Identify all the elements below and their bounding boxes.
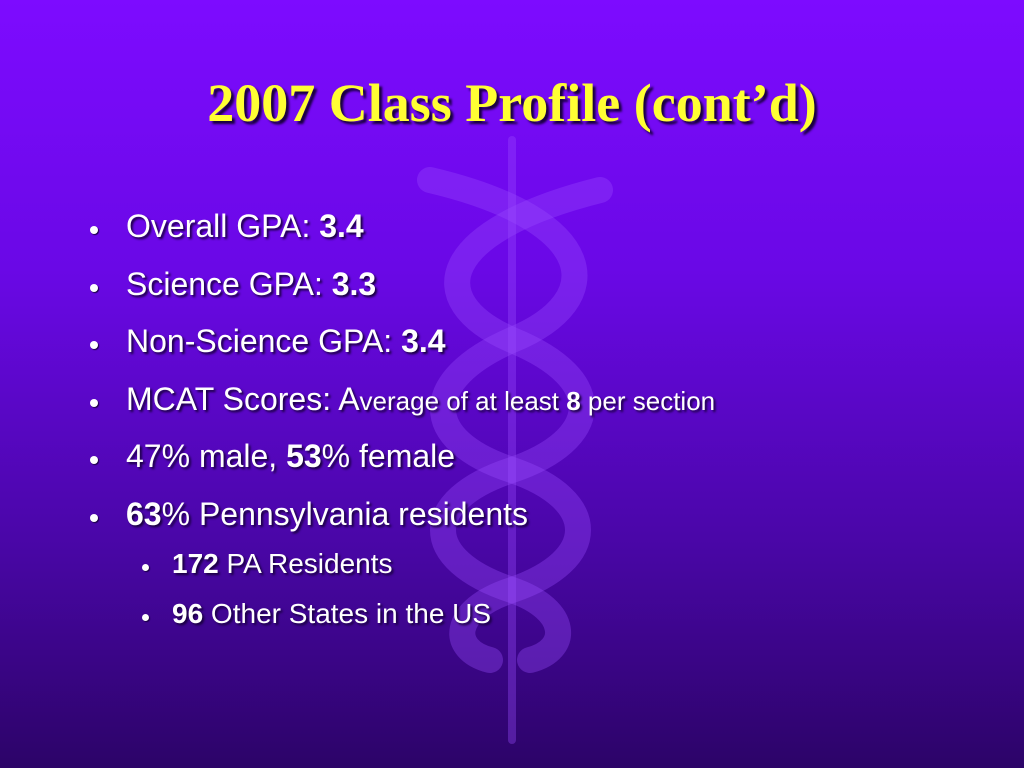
- bullet-item: Non-Science GPA: 3.4: [126, 323, 446, 360]
- text: PA Residents: [218, 548, 393, 579]
- text: Non-Science GPA:: [126, 323, 402, 359]
- bullet-item: 63% Pennsylvania residents: [126, 496, 528, 533]
- bullet-item: MCAT Scores: Average of at least 8 per s…: [126, 381, 715, 418]
- bold-text: 96: [172, 598, 204, 629]
- bullet-item: 172 PA Residents: [172, 548, 393, 580]
- bold-text: 3.4: [319, 208, 364, 244]
- bullet-dot: [90, 341, 98, 349]
- text: Other States in the US: [203, 598, 492, 629]
- bullet-dot: [90, 399, 98, 407]
- text: MCAT Scores: A: [126, 381, 360, 417]
- bold-text: 3.4: [401, 323, 446, 359]
- bullet-dot: [90, 284, 98, 292]
- bold-text: 53: [286, 438, 322, 474]
- bold-text: 63: [126, 496, 162, 532]
- text: 47% male,: [126, 438, 287, 474]
- text: % female: [321, 438, 456, 474]
- bold-text: 3.3: [331, 266, 377, 302]
- bullet-item: 96 Other States in the US: [172, 598, 491, 630]
- text: verage of at least: [359, 386, 567, 416]
- text: Overall GPA:: [126, 208, 320, 244]
- bullet-item: Science GPA: 3.3: [126, 266, 376, 303]
- bullet-dot: [142, 564, 149, 571]
- bullet-item: Overall GPA: 3.4: [126, 208, 364, 245]
- text: per section: [580, 386, 716, 416]
- bullet-dot: [90, 226, 98, 234]
- bold-text: 172: [172, 548, 219, 579]
- bullet-item: 47% male, 53% female: [126, 438, 455, 475]
- bullet-dot: [142, 614, 149, 621]
- slide-title: 2007 Class Profile (cont’d): [207, 73, 817, 133]
- text: % Pennsylvania residents: [161, 496, 529, 532]
- bullet-dot: [90, 514, 98, 522]
- bullet-dot: [90, 456, 98, 464]
- bold-text: 8: [566, 386, 581, 416]
- text: Science GPA:: [126, 266, 332, 302]
